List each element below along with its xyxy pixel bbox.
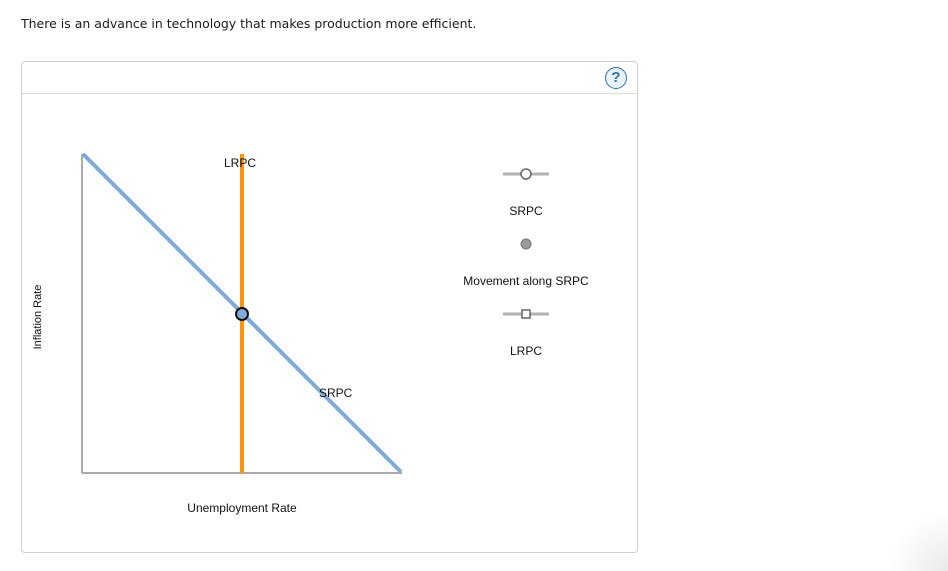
square-handle-icon bbox=[521, 309, 531, 319]
lrpc-label: LRPC bbox=[224, 156, 256, 170]
circle-handle-icon bbox=[520, 168, 532, 180]
srpc-label: SRPC bbox=[319, 386, 353, 400]
equilibrium-point[interactable] bbox=[235, 307, 249, 321]
legend-movement-label: Movement along SRPC bbox=[463, 274, 589, 288]
panel-header: ? bbox=[22, 62, 637, 94]
legend-srpc-label: SRPC bbox=[509, 204, 543, 218]
legend-lrpc-label: LRPC bbox=[510, 344, 542, 358]
legend-lrpc-tool[interactable]: LRPC bbox=[503, 309, 549, 358]
graph-panel: ? bbox=[21, 61, 638, 553]
question-prompt: There is an advance in technology that m… bbox=[21, 16, 477, 31]
question-circle-icon[interactable]: ? bbox=[605, 67, 627, 89]
x-axis-label: Unemployment Rate bbox=[187, 501, 297, 515]
corner-shadow bbox=[888, 511, 948, 571]
y-axis-label: Inflation Rate bbox=[32, 285, 44, 350]
legend-srpc-tool[interactable]: SRPC bbox=[503, 168, 549, 218]
point-icon bbox=[520, 238, 532, 250]
legend-movement-tool[interactable]: Movement along SRPC bbox=[463, 238, 589, 288]
